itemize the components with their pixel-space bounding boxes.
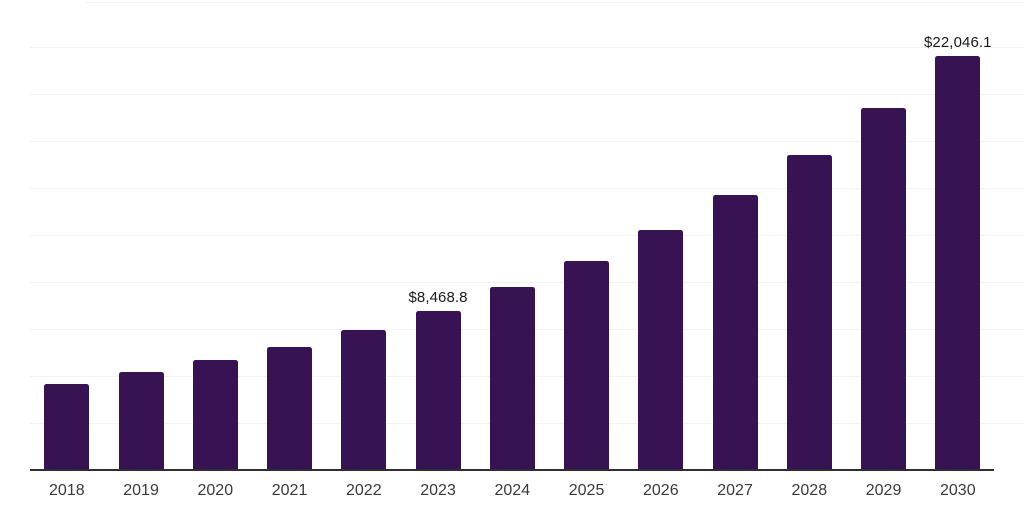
x-tick-label-2019: 2019 [123,482,159,499]
x-tick-label-2028: 2028 [791,482,828,499]
data-label-2030: $22,046.1 [923,33,992,51]
bar-2030 [935,55,981,470]
bar-2022 [341,330,387,470]
x-tick-label-2018: 2018 [49,482,85,499]
x-tick-label-2026: 2026 [643,482,679,499]
bar-2021 [267,347,313,470]
x-tick-label-2022: 2022 [346,482,382,499]
gridline [86,2,1024,3]
gridline [30,94,1024,95]
x-tick-label-2025: 2025 [568,482,605,499]
bar-2018 [44,383,90,470]
plot-area: $8,468.8 $22,046.1 [30,0,1024,470]
bar-2026 [638,230,684,470]
gridline [30,47,1024,48]
x-tick-label-2020: 2020 [197,482,234,499]
gridline [30,188,1024,189]
x-tick-label-2023: 2023 [420,482,456,499]
gridline [30,282,1024,283]
bar-2020 [192,360,238,470]
data-label-2023: $8,468.8 [408,288,468,306]
bar-2019 [118,372,164,470]
x-axis-line [30,469,994,471]
bar-2027 [712,194,758,470]
x-tick-label-2029: 2029 [865,482,902,499]
gridline [30,235,1024,236]
bar-2029 [861,108,907,470]
x-tick-label-2027: 2027 [717,482,753,499]
x-tick-label-2024: 2024 [494,482,531,499]
gridline [30,141,1024,142]
x-tick-label-2021: 2021 [271,482,308,499]
x-axis-labels: 2018 2019 2020 2021 2022 2023 2024 2025 2026 2027… [30,482,1024,506]
bar-2028 [786,154,832,470]
bar-2025 [564,260,610,470]
bar-2024 [489,287,535,470]
x-tick-label-2030: 2030 [940,482,976,499]
bar-2023 [415,310,461,470]
